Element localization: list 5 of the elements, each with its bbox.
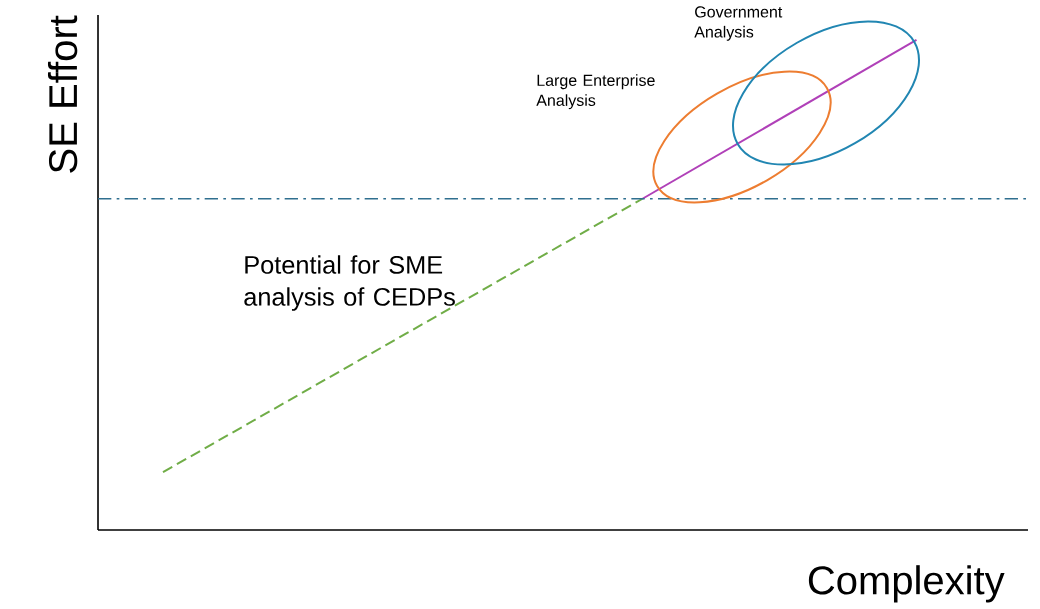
y-axis-title: SE Effort bbox=[47, 15, 78, 173]
annotation: Potential for SME analysis of CEDPs bbox=[244, 255, 455, 311]
annotation: Government Analysis bbox=[694, 6, 783, 41]
annotation: Large Enterprise Analysis bbox=[536, 74, 655, 110]
x-axis-title: Complexity bbox=[808, 565, 1005, 603]
